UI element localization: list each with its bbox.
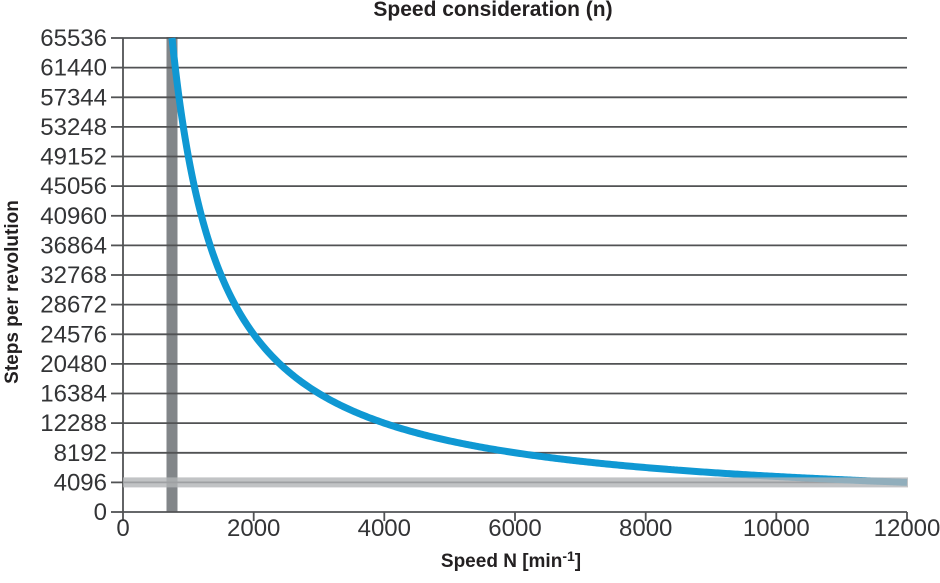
y-tick-label: 28672 <box>40 292 107 319</box>
y-tick-label: 8192 <box>54 440 107 467</box>
x-axis-title: Speed N [min-1] <box>440 548 582 573</box>
y-tick-label: 61440 <box>40 55 107 82</box>
y-tick-label: 53248 <box>40 114 107 141</box>
y-axis-title: Steps per revolution <box>2 200 23 384</box>
y-tick-label: 45056 <box>40 173 107 200</box>
x-tick-label: 4000 <box>358 515 411 542</box>
chart-title: Speed consideration (n) <box>373 0 613 21</box>
y-tick-label: 36864 <box>40 232 107 259</box>
x-tick-label: 10000 <box>743 515 810 542</box>
x-tick-label: 2000 <box>227 515 280 542</box>
series-layer <box>168 37 909 486</box>
x-tick-label: 6000 <box>488 515 541 542</box>
y-tick-label: 40960 <box>40 203 107 230</box>
y-tick-label: 49152 <box>40 144 107 171</box>
x-axis-title-pre: Speed N [min <box>440 551 563 572</box>
y-tick-label: 65536 <box>40 25 107 52</box>
x-axis-title-sup: -1 <box>562 548 575 564</box>
resolution-marker-line <box>123 477 908 488</box>
x-tick-label: 12000 <box>874 515 940 542</box>
x-axis-title-post: ] <box>574 551 582 572</box>
x-tick-label: 8000 <box>619 515 672 542</box>
y-tick-label: 24576 <box>40 321 107 348</box>
y-tick-label: 4096 <box>54 469 107 496</box>
y-tick-label: 16384 <box>40 381 107 408</box>
hline-layer <box>123 477 908 488</box>
y-tick-label: 57344 <box>40 84 107 111</box>
y-tick-label: 32768 <box>40 262 107 289</box>
y-tick-label: 12288 <box>40 410 107 437</box>
x-tick-label: 0 <box>116 515 129 542</box>
steps-curve <box>168 37 909 486</box>
y-tick-label: 20480 <box>40 351 107 378</box>
y-tick-label: 0 <box>94 499 107 526</box>
grid-layer <box>111 37 908 521</box>
